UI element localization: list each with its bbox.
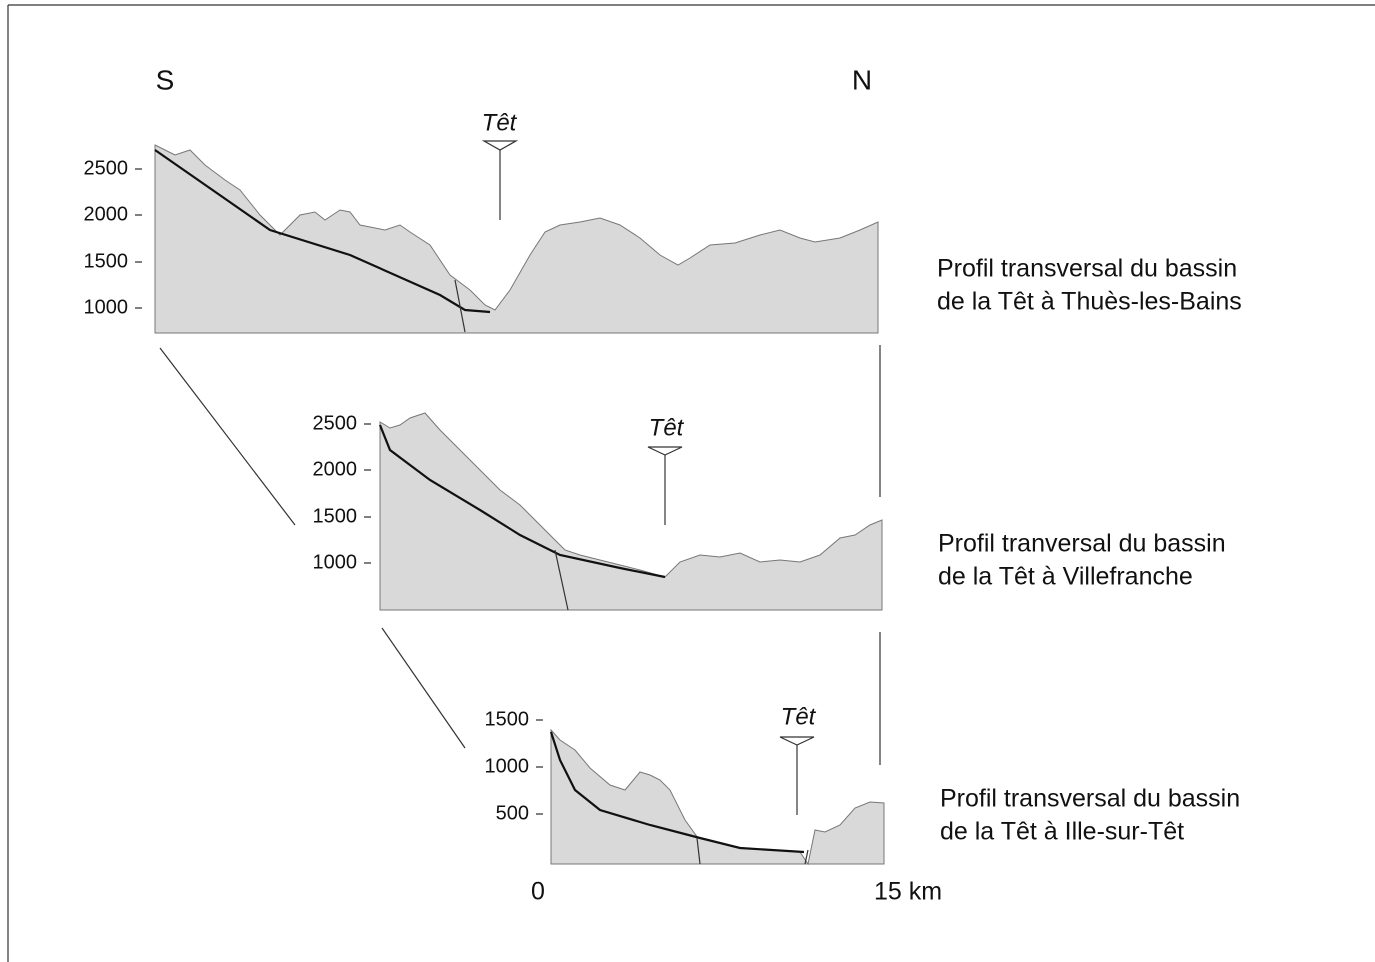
profile-1: Têt 2500 2000 1500 1000 Profil transvers…	[84, 109, 1242, 334]
surface-line	[549, 731, 805, 854]
caption: Profil tranversal du bassin	[938, 530, 1226, 558]
tick-marks	[135, 168, 142, 309]
surface-line	[154, 149, 491, 314]
caption: Profil transversal du bassin	[940, 785, 1240, 813]
fault	[804, 849, 809, 865]
river-marker	[779, 736, 815, 746]
y-tick-label: 1000	[313, 551, 358, 573]
y-tick-label: 1500	[485, 708, 530, 730]
y-tick-label: 1500	[84, 250, 129, 272]
connector	[159, 347, 296, 526]
profile-3: Têt 1500 1000 500 Profil transversal du …	[485, 703, 1240, 866]
y-tick-label: 1000	[84, 296, 129, 318]
terrain	[550, 728, 885, 866]
caption: de la Têt à Thuès-les-Bains	[937, 288, 1242, 316]
river-label: Têt	[781, 703, 817, 730]
terrain	[379, 412, 883, 611]
river-marker	[647, 446, 683, 456]
caption: de la Têt à Villefranche	[938, 563, 1193, 591]
y-tick-label: 2500	[313, 412, 358, 434]
scale-start: 0	[531, 878, 545, 906]
south-label: S	[156, 64, 175, 95]
tick-marks	[364, 423, 371, 564]
y-tick-label: 500	[496, 802, 529, 824]
y-tick-label: 2000	[84, 203, 129, 225]
surface-line	[378, 424, 666, 579]
terrain	[154, 144, 879, 334]
north-label: N	[852, 64, 872, 95]
fault	[554, 549, 569, 611]
river-label: Têt	[649, 414, 685, 441]
caption: Profil transversal du bassin	[937, 255, 1237, 283]
y-tick-label: 1500	[313, 505, 358, 527]
fault	[696, 837, 701, 865]
scale-end: 15 km	[874, 878, 942, 906]
profile-2: Têt 2500 2000 1500 1000 Profil tranversa…	[313, 412, 1226, 611]
tick-marks	[536, 719, 543, 815]
caption: de la Têt à Ille-sur-Têt	[940, 818, 1184, 846]
river-marker	[481, 140, 519, 151]
river-label: Têt	[482, 109, 518, 136]
connector	[381, 627, 466, 749]
y-tick-label: 2000	[313, 458, 358, 480]
fault	[454, 279, 466, 333]
y-tick-label: 1000	[485, 755, 530, 777]
y-tick-label: 2500	[84, 157, 129, 179]
